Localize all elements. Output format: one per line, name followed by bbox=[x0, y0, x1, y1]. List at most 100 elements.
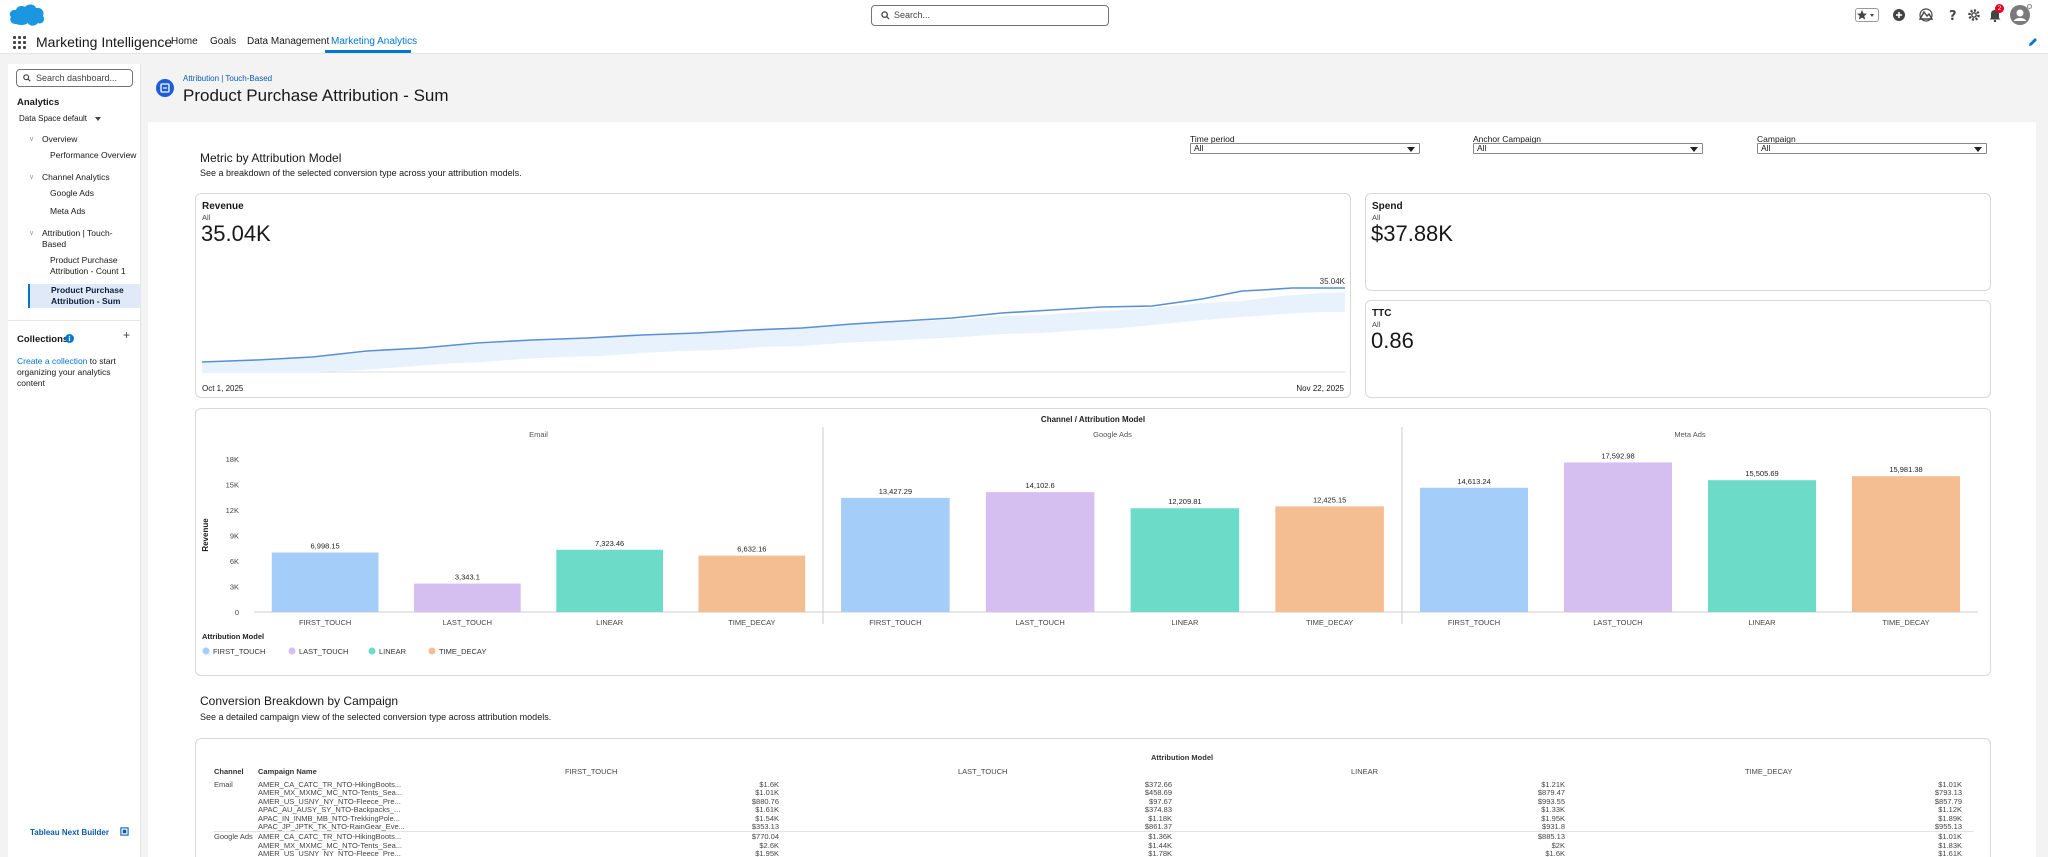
bar-meta-ads-time-decay bbox=[1852, 476, 1960, 612]
ttc-kpi-card[interactable]: TTC All 0.86 bbox=[1365, 300, 1991, 398]
y-tick-label: 18K bbox=[226, 455, 239, 464]
table-cell-channel: Email bbox=[214, 780, 233, 789]
nav-home[interactable]: Home bbox=[171, 36, 198, 47]
chevron-down-icon[interactable]: ∨ bbox=[29, 230, 35, 237]
revenue-kpi-card[interactable]: Revenue All 35.04K 35.04K Oct 1, 2025 No… bbox=[195, 193, 1351, 398]
table-cell-value: $1.89K bbox=[1938, 813, 1962, 823]
table-cell-value: $1.33K bbox=[1541, 805, 1565, 815]
legend-swatch bbox=[428, 647, 436, 655]
legend-swatch bbox=[202, 647, 210, 655]
search-icon bbox=[881, 11, 890, 20]
add-icon[interactable] bbox=[1892, 8, 1906, 22]
table-cell-value: $353.13 bbox=[751, 822, 779, 831]
table-cell-campaign: APAC_AU_AUSY_SY_NTO-Backpacks_... bbox=[258, 805, 401, 815]
sidebar-group-overview[interactable]: Overview bbox=[42, 134, 78, 144]
sidebar-item-meta-ads[interactable]: Meta Ads bbox=[50, 206, 86, 216]
nav-goals[interactable]: Goals bbox=[210, 36, 237, 47]
x-tick-label: FIRST_TOUCH bbox=[1448, 618, 1500, 627]
bar-google-ads-first-touch bbox=[841, 497, 950, 612]
y-axis-label: Revenue bbox=[201, 518, 210, 552]
filter-campaign-value: All bbox=[1761, 143, 1771, 153]
page-title: Product Purchase Attribution - Sum bbox=[183, 86, 449, 105]
ttc-title: TTC bbox=[1372, 308, 1392, 319]
favorites-icon[interactable] bbox=[1855, 8, 1879, 22]
table-cell-value: $879.47 bbox=[1537, 788, 1565, 798]
legend-item: LAST_TOUCH bbox=[299, 647, 348, 656]
revenue-confidence-band bbox=[202, 292, 1345, 372]
filter-time-period-select[interactable]: All bbox=[1190, 143, 1420, 154]
sidebar-item-performance-overview[interactable]: Performance Overview bbox=[50, 150, 137, 160]
conversion-section-subtitle: See a detailed campaign view of the sele… bbox=[200, 712, 552, 722]
chevron-down-icon[interactable]: ∨ bbox=[29, 136, 35, 143]
metric-section-subtitle: See a breakdown of the selected conversi… bbox=[200, 168, 522, 178]
bar-value-label: 17,592.98 bbox=[1601, 451, 1634, 460]
table-cell-value: $1.21K bbox=[1541, 780, 1565, 789]
data-space-selector[interactable]: default bbox=[63, 114, 88, 123]
open-builder-icon[interactable] bbox=[120, 827, 129, 836]
spend-kpi-card[interactable]: Spend All $37.88K bbox=[1365, 193, 1991, 291]
add-collection-icon[interactable]: + bbox=[123, 328, 131, 342]
avatar[interactable] bbox=[2010, 5, 2030, 25]
chevron-down-icon[interactable] bbox=[95, 117, 101, 121]
info-icon[interactable] bbox=[65, 334, 74, 343]
breadcrumb[interactable]: Attribution | Touch-Based bbox=[183, 74, 273, 83]
sidebar-group-attribution[interactable]: Attribution | Touch-Based bbox=[42, 228, 113, 249]
table-header-channel: Channel bbox=[214, 767, 244, 776]
chevron-down-icon[interactable]: ∨ bbox=[29, 174, 35, 181]
revenue-value: 35.04K bbox=[201, 221, 271, 246]
revenue-trend-line bbox=[202, 287, 1345, 363]
filter-anchor-campaign-select[interactable]: All bbox=[1473, 143, 1703, 154]
sidebar-item-google-ads[interactable]: Google Ads bbox=[50, 188, 94, 198]
salesforce-logo[interactable] bbox=[8, 3, 46, 27]
sidebar-item-attribution-sum[interactable]: Product Purchase Attribution - Sum bbox=[51, 285, 124, 306]
avatar-status-dot bbox=[2027, 4, 2032, 9]
app-launcher-icon[interactable] bbox=[13, 36, 26, 49]
trailhead-icon[interactable] bbox=[1919, 8, 1933, 22]
legend-item: LINEAR bbox=[379, 647, 407, 656]
y-tick-label: 6K bbox=[230, 557, 239, 566]
sidebar-group-channel-analytics[interactable]: Channel Analytics bbox=[42, 172, 110, 182]
channel-attribution-chart-card[interactable]: Channel / Attribution Model Revenue 18K 15K… bbox=[195, 408, 1991, 676]
bar-meta-ads-linear bbox=[1708, 480, 1816, 612]
dashboard-search-input[interactable]: Search dashboard... bbox=[16, 69, 133, 87]
revenue-end-label: 35.04K bbox=[1320, 277, 1346, 286]
chevron-down-icon bbox=[1690, 147, 1698, 152]
x-tick-label: LINEAR bbox=[596, 618, 624, 627]
nav-marketing-analytics[interactable]: Marketing Analytics bbox=[331, 36, 418, 47]
x-tick-label: TIME_DECAY bbox=[1306, 618, 1353, 627]
gear-icon[interactable] bbox=[1967, 8, 1981, 22]
legend-title: Attribution Model bbox=[202, 632, 264, 641]
notification-count-badge: 2 bbox=[1995, 4, 2004, 13]
create-collection-link[interactable]: Create a collection bbox=[17, 356, 88, 366]
tableau-next-builder-link[interactable]: Tableau Next Builder bbox=[30, 828, 109, 837]
revenue-trend-sparkline: 35.04K bbox=[202, 277, 1346, 373]
table-cell-value: $885.13 bbox=[1537, 832, 1565, 842]
sidebar-item-attribution-count[interactable]: Product Purchase Attribution - Count 1 bbox=[50, 255, 126, 276]
bar-email-first-touch bbox=[271, 552, 379, 612]
table-header-linear: LINEAR bbox=[1351, 767, 1379, 776]
conversion-section-title: Conversion Breakdown by Campaign bbox=[200, 694, 399, 708]
svg-text:?: ? bbox=[1949, 9, 1957, 22]
edit-nav-pencil-icon[interactable] bbox=[2028, 37, 2038, 47]
data-space-label: Data Space bbox=[19, 114, 61, 123]
bar-value-label: 6,998.15 bbox=[311, 542, 340, 551]
filter-campaign-label: Campaign bbox=[1757, 134, 1796, 144]
chevron-down-icon bbox=[1974, 147, 1982, 152]
conversion-table-card[interactable]: Attribution Model Channel Campaign Name FIR… bbox=[195, 738, 1991, 857]
x-tick-label: LINEAR bbox=[1171, 618, 1199, 627]
global-search-input[interactable]: Search... bbox=[871, 5, 1109, 26]
ttc-filter-sub: All bbox=[1372, 320, 1381, 329]
table-cell-value: $1.12K bbox=[1938, 805, 1962, 815]
bar-meta-ads-first-touch bbox=[1420, 487, 1528, 612]
bar-value-label: 12,425.15 bbox=[1313, 495, 1346, 504]
sidebar-section-title: Analytics bbox=[17, 97, 60, 108]
table-cell-campaign: APAC_JP_JPTK_TK_NTO-RainGear_Eve... bbox=[258, 822, 405, 831]
nav-data-management[interactable]: Data Management bbox=[247, 36, 330, 47]
table-cell-value: $1.44K bbox=[1148, 840, 1172, 850]
table-cell-value: $1.61K bbox=[1938, 849, 1962, 857]
table-cell-value: $770.04 bbox=[751, 832, 779, 842]
help-icon[interactable]: ? bbox=[1946, 8, 1960, 22]
filter-time-period-value: All bbox=[1194, 143, 1204, 153]
filter-campaign-select[interactable]: All bbox=[1757, 143, 1987, 154]
table-cell-campaign: AMER_CA_CATC_TR_NTO-HikingBoots... bbox=[258, 780, 402, 789]
